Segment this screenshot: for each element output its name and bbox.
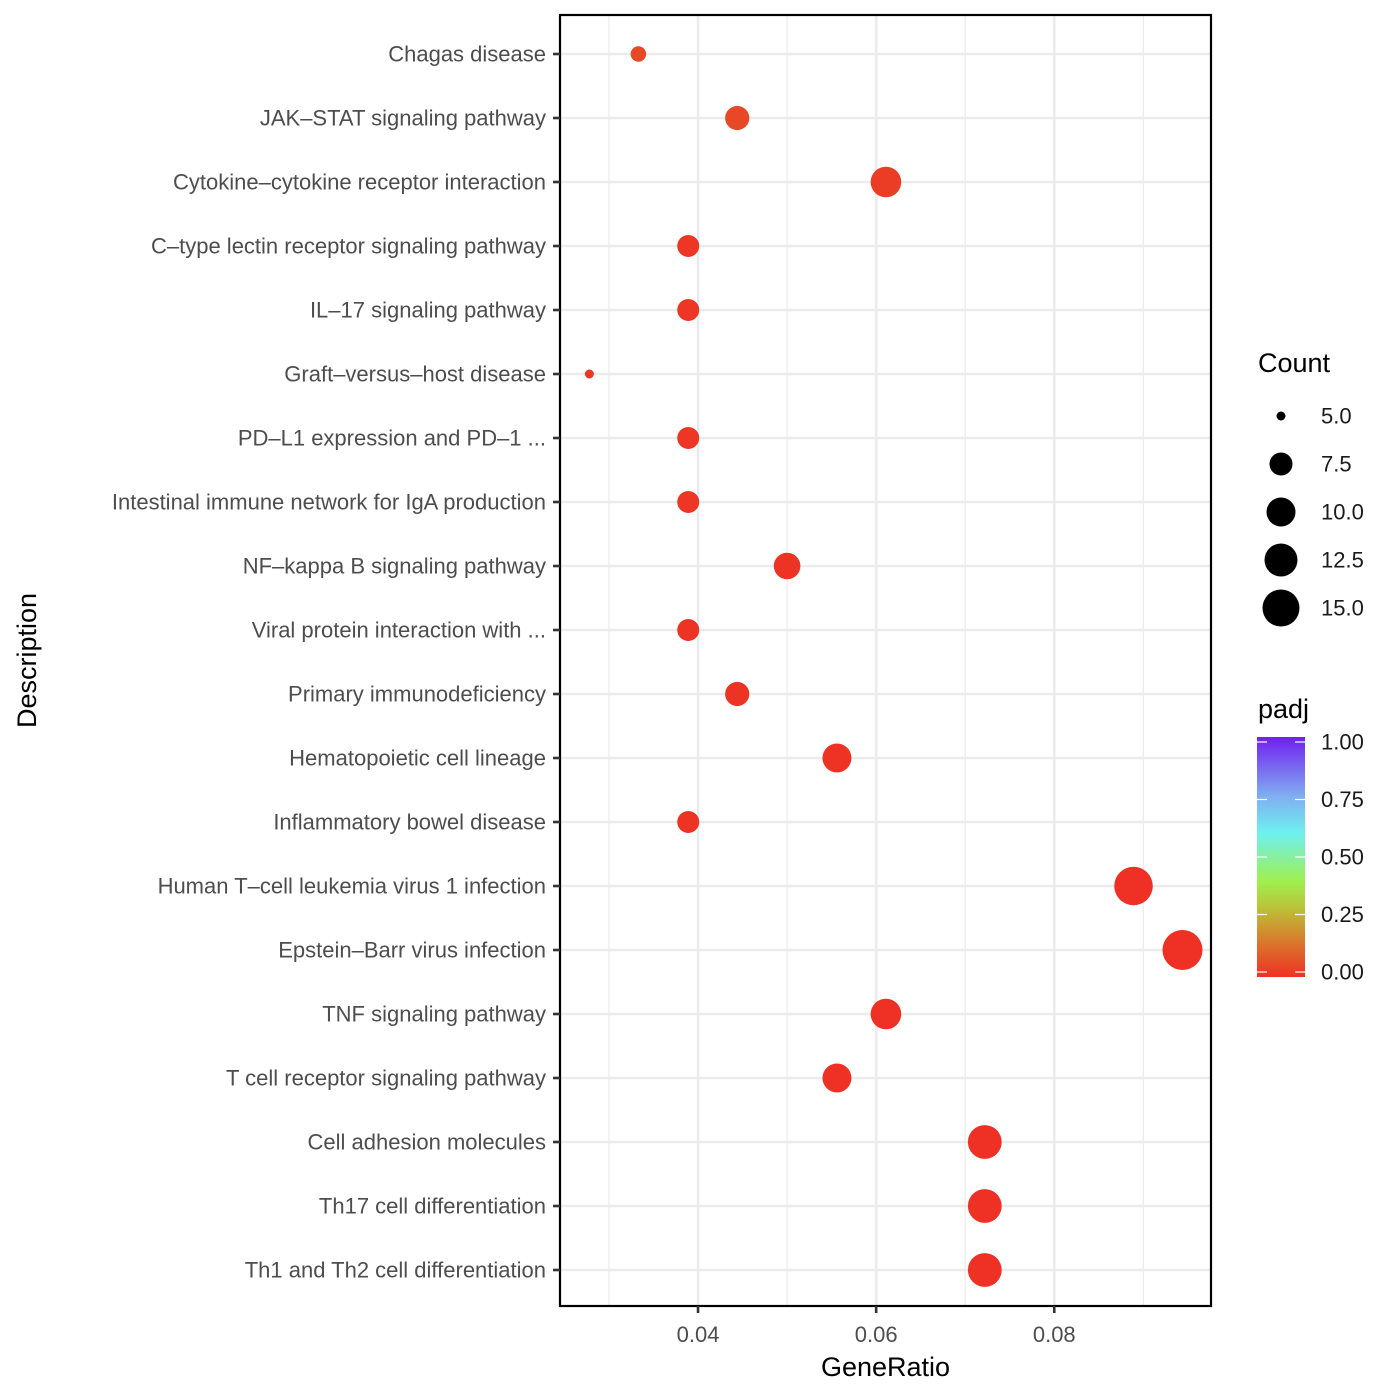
legend-count-label: 7.5 xyxy=(1321,452,1352,477)
data-point xyxy=(773,552,801,580)
y-tick-label: TNF signaling pathway xyxy=(322,1002,546,1027)
x-axis-title: GeneRatio xyxy=(821,1352,950,1382)
data-point xyxy=(725,105,750,131)
y-tick-label: Graft–versus–host disease xyxy=(284,362,546,387)
legend-count-label: 12.5 xyxy=(1321,548,1364,573)
data-point xyxy=(677,811,700,833)
y-tick-label: Intestinal immune network for IgA produc… xyxy=(112,490,546,515)
data-point xyxy=(967,1125,1002,1159)
legend-padj-label: 0.50 xyxy=(1321,845,1364,870)
y-tick-label: Th17 cell differentiation xyxy=(319,1194,546,1219)
data-point xyxy=(677,491,700,513)
y-tick-label: Primary immunodeficiency xyxy=(288,682,546,707)
legend-padj-label: 0.00 xyxy=(1321,960,1364,985)
legend-padj: padj 1.00 0.75 0.50 0.25 0.00 xyxy=(1257,694,1364,985)
y-tick-label: Human T–cell leukemia virus 1 infection xyxy=(158,874,546,899)
y-tick-label: Inflammatory bowel disease xyxy=(273,810,546,835)
grid-lines xyxy=(560,15,1211,1306)
panel-background xyxy=(560,15,1211,1306)
x-tick-label: 0.04 xyxy=(677,1322,720,1347)
x-tick-label: 0.08 xyxy=(1033,1322,1076,1347)
data-point xyxy=(967,1253,1002,1287)
y-tick-label: Viral protein interaction with ... xyxy=(252,618,546,643)
legend-padj-label: 0.25 xyxy=(1321,902,1364,927)
legend-padj-label: 0.75 xyxy=(1321,787,1364,812)
y-tick-label: IL–17 signaling pathway xyxy=(310,298,546,323)
data-point xyxy=(822,743,852,773)
data-point xyxy=(725,681,750,707)
y-tick-label: NF–kappa B signaling pathway xyxy=(243,554,546,579)
data-points xyxy=(584,46,1203,1287)
legend-count-label: 10.0 xyxy=(1321,500,1364,525)
legend-count-label: 5.0 xyxy=(1321,404,1352,429)
legend-count-label: 15.0 xyxy=(1321,596,1364,621)
data-point xyxy=(1114,866,1153,906)
y-tick-label: Epstein–Barr virus infection xyxy=(278,938,546,963)
data-point xyxy=(870,166,902,198)
panel-border xyxy=(558,13,1213,1308)
y-tick-label: Hematopoietic cell lineage xyxy=(289,746,546,771)
data-point xyxy=(677,427,700,449)
data-point xyxy=(967,1189,1002,1223)
y-tick-label: C–type lectin receptor signaling pathway xyxy=(151,234,546,259)
y-tick-label: Cell adhesion molecules xyxy=(308,1130,546,1155)
legend-count-title: Count xyxy=(1258,348,1331,378)
data-point xyxy=(677,299,700,321)
y-tick-label: Cytokine–cytokine receptor interaction xyxy=(173,170,546,195)
legend-count-key xyxy=(1264,543,1298,577)
legend-count-key xyxy=(1276,411,1286,421)
legend-count-key xyxy=(1262,589,1300,627)
data-point xyxy=(677,235,700,257)
x-axis: 0.04 0.06 0.08 xyxy=(677,1306,1076,1347)
legend-count-key xyxy=(1266,497,1296,527)
y-axis: Chagas disease JAK–STAT signaling pathway… xyxy=(112,42,560,1283)
y-tick-label: Th1 and Th2 cell differentiation xyxy=(245,1258,546,1283)
data-point xyxy=(677,619,700,641)
data-point xyxy=(630,46,647,62)
legend-count-key xyxy=(1269,452,1293,476)
y-tick-label: Chagas disease xyxy=(388,42,546,67)
legend-padj-label: 1.00 xyxy=(1321,730,1364,755)
y-tick-label: PD–L1 expression and PD–1 ... xyxy=(238,426,546,451)
data-point xyxy=(870,998,902,1030)
legend-count: Count 5.0 7.5 10.0 12.5 15.0 xyxy=(1258,348,1364,627)
legend-padj-title: padj xyxy=(1258,694,1309,724)
y-tick-label: T cell receptor signaling pathway xyxy=(226,1066,546,1091)
y-axis-title: Description xyxy=(12,593,42,728)
data-point xyxy=(584,369,594,379)
data-point xyxy=(1162,930,1203,970)
y-tick-label: JAK–STAT signaling pathway xyxy=(260,106,546,131)
x-tick-label: 0.06 xyxy=(855,1322,898,1347)
data-point xyxy=(822,1063,852,1093)
